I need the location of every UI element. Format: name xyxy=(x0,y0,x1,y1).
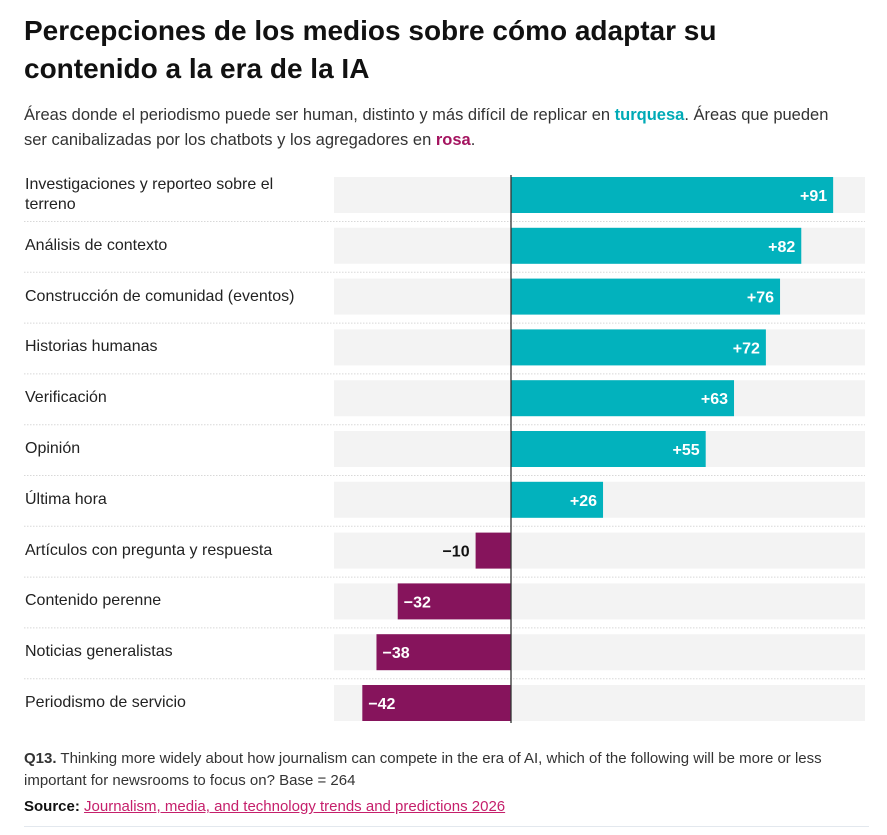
value-label: +72 xyxy=(733,340,760,357)
category-label: Construcción de comunidad (eventos) xyxy=(25,287,295,305)
bar xyxy=(362,685,511,721)
category-label: Investigaciones y reporteo sobre el terr… xyxy=(25,176,274,213)
bar xyxy=(376,634,511,671)
category-label: Historias humanas xyxy=(25,338,158,356)
subtitle-text: . Áreas que pueden ser canibalizadas por… xyxy=(24,106,829,149)
value-label: −38 xyxy=(382,645,409,662)
subtitle-text: Áreas donde el periodismo puede ser huma… xyxy=(24,106,615,124)
category-label: Periodismo de servicio xyxy=(25,694,186,711)
category-label: Última hora xyxy=(25,490,107,508)
bar xyxy=(511,227,802,264)
category-label: Noticias generalistas xyxy=(25,643,173,661)
bar xyxy=(511,380,735,417)
category-label: Análisis de contexto xyxy=(25,236,168,254)
category-label: Contenido perenne xyxy=(25,592,162,610)
footnote-text: Thinking more widely about how journalis… xyxy=(24,750,822,789)
value-label: +26 xyxy=(570,493,597,510)
chart-title: Percepciones de los medios sobre cómo ad… xyxy=(24,15,717,84)
bar xyxy=(511,329,766,366)
value-label: −42 xyxy=(368,696,395,713)
subtitle-teal-word: turquesa xyxy=(614,106,685,124)
category-label: Verificación xyxy=(25,389,107,407)
value-label: +76 xyxy=(747,290,774,307)
footnote-label: Q13. xyxy=(24,750,57,767)
bar-track xyxy=(334,532,865,569)
value-label: +63 xyxy=(701,391,728,408)
source: Source: Journalism, media, and technolog… xyxy=(24,798,505,815)
value-label: −10 xyxy=(442,544,469,561)
value-label: −32 xyxy=(404,594,431,611)
bar xyxy=(397,583,511,620)
bar xyxy=(511,481,604,518)
chart-subtitle: Áreas donde el periodismo puede ser huma… xyxy=(24,103,844,153)
value-label: +91 xyxy=(800,188,827,205)
bar xyxy=(511,177,834,213)
bar xyxy=(511,431,706,467)
category-label: Opinión xyxy=(25,440,81,457)
value-label: +55 xyxy=(673,442,700,459)
bar xyxy=(511,278,781,315)
source-link[interactable]: Journalism, media, and technology trends… xyxy=(84,798,506,815)
value-label: +82 xyxy=(768,239,795,256)
subtitle-text: . xyxy=(470,131,476,149)
footnote: Q13. Thinking more widely about how jour… xyxy=(24,748,869,792)
subtitle-rosa-word: rosa xyxy=(435,131,471,149)
divider xyxy=(24,826,869,827)
bar xyxy=(475,532,511,569)
category-label: Artículos con pregunta y respuesta xyxy=(25,541,273,559)
source-label: Source: xyxy=(24,798,80,815)
